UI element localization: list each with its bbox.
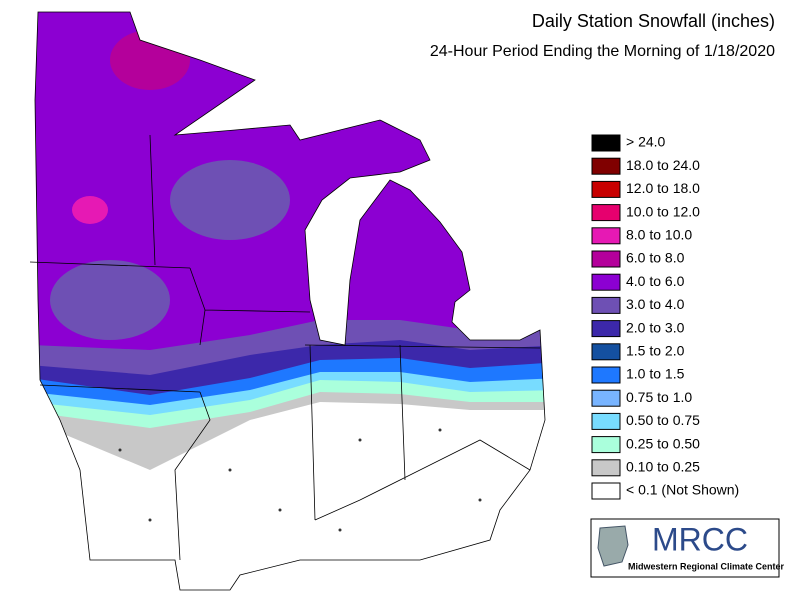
legend-label: < 0.1 (Not Shown) — [626, 482, 739, 498]
legend-label: 3.0 to 4.0 — [626, 296, 685, 312]
legend-label: 1.0 to 1.5 — [626, 366, 685, 382]
no-snow-zone — [35, 402, 545, 590]
legend: > 24.0 18.0 to 24.0 12.0 to 18.0 10.0 to 12… — [591, 134, 739, 500]
legend-swatch — [591, 343, 621, 361]
legend-swatch — [591, 157, 621, 175]
legend-swatch — [591, 296, 621, 314]
legend-swatch — [591, 180, 621, 198]
station — [358, 438, 362, 442]
legend-label: 18.0 to 24.0 — [626, 157, 700, 173]
snow-zone — [50, 260, 170, 340]
snow-zone — [170, 160, 290, 240]
station — [278, 508, 282, 512]
legend-label: 10.0 to 12.0 — [626, 203, 700, 219]
station — [118, 448, 122, 452]
legend-label: 0.10 to 0.25 — [626, 459, 700, 475]
legend-label: > 24.0 — [626, 134, 666, 150]
legend-label: 4.0 to 6.0 — [626, 273, 685, 289]
legend-label: 0.75 to 1.0 — [626, 389, 692, 405]
legend-label: 6.0 to 8.0 — [626, 250, 685, 266]
map-title: Daily Station Snowfall (inches) — [532, 11, 775, 31]
station — [478, 498, 482, 502]
region-outline — [34, 11, 546, 591]
legend-label: 0.25 to 0.50 — [626, 435, 700, 451]
legend-label: 2.0 to 3.0 — [626, 319, 685, 335]
legend-label: 8.0 to 10.0 — [626, 227, 692, 243]
legend-swatch — [591, 320, 621, 338]
legend-swatch — [591, 273, 621, 291]
station — [148, 518, 152, 522]
stations — [118, 428, 482, 532]
legend-swatch — [591, 366, 621, 384]
station — [438, 428, 442, 432]
legend-swatch — [591, 389, 621, 407]
state-borders — [29, 134, 541, 561]
legend-swatch — [591, 204, 621, 222]
legend-swatch — [591, 436, 621, 454]
legend-swatch — [591, 134, 621, 152]
legend-swatch — [591, 412, 621, 430]
legend-swatch — [591, 482, 621, 500]
snow-zone — [72, 196, 108, 224]
map-subtitle: 24-Hour Period Ending the Morning of 1/1… — [430, 43, 775, 60]
station — [338, 528, 342, 532]
logo-subtitle: Midwestern Regional Climate Center — [628, 561, 785, 571]
legend-swatch — [591, 227, 621, 245]
logo: MRCC Midwestern Regional Climate Center — [590, 518, 785, 578]
logo-icon — [597, 525, 629, 567]
legend-swatch — [591, 250, 621, 268]
station — [228, 468, 232, 472]
legend-label: 1.5 to 2.0 — [626, 343, 685, 359]
logo-title: MRCC — [652, 521, 748, 557]
legend-label: 12.0 to 18.0 — [626, 180, 700, 196]
legend-swatch — [591, 459, 621, 477]
legend-label: 0.50 to 0.75 — [626, 412, 700, 428]
